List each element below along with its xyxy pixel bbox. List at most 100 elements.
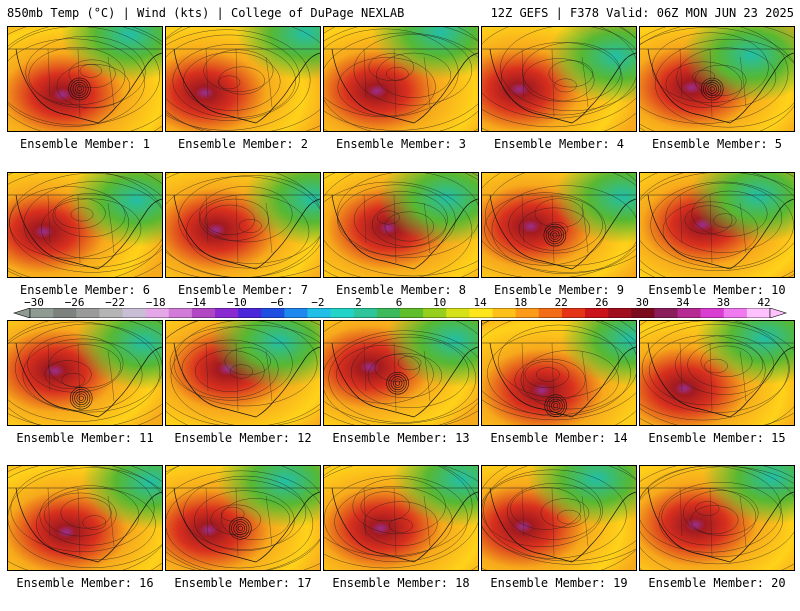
temperature-map bbox=[165, 26, 321, 132]
ensemble-member-label: Ensemble Member: 16 bbox=[16, 576, 154, 590]
ensemble-member-panel: Ensemble Member: 6 bbox=[7, 172, 163, 318]
colorbar-tick-label: 38 bbox=[716, 296, 731, 309]
colorbar-tick-label: 42 bbox=[757, 296, 771, 309]
colorbar-tick-label: −2 bbox=[311, 296, 325, 309]
ensemble-member-label: Ensemble Member: 3 bbox=[335, 137, 467, 151]
temperature-map bbox=[639, 320, 795, 426]
chart-title: 850mb Temp (°C) | Wind (kts) | College o… bbox=[7, 6, 405, 20]
colorbar-segment bbox=[400, 308, 424, 318]
colorbar-max-arrow bbox=[769, 308, 788, 318]
colorbar-segment bbox=[353, 308, 378, 318]
ensemble-member-panel: Ensemble Member: 20 bbox=[639, 465, 795, 611]
ensemble-member-label: Ensemble Member: 20 bbox=[648, 576, 786, 590]
colorbar-tick-label: 14 bbox=[473, 296, 487, 309]
temperature-map bbox=[323, 172, 479, 278]
ensemble-member-label: Ensemble Member: 8 bbox=[335, 283, 467, 297]
ensemble-member-panel: Ensemble Member: 10 bbox=[639, 172, 795, 318]
temperature-map bbox=[323, 465, 479, 571]
colorbar-tick-label: 18 bbox=[514, 296, 528, 309]
temperature-map bbox=[481, 465, 637, 571]
ensemble-member-label: Ensemble Member: 1 bbox=[19, 137, 151, 151]
colorbar-tick-label: −6 bbox=[270, 296, 284, 309]
colorbar-segment bbox=[376, 308, 401, 318]
temperature-map bbox=[639, 26, 795, 132]
temperature-map bbox=[7, 465, 163, 571]
colorbar-tick-label: −30 bbox=[24, 296, 44, 309]
temperature-map bbox=[165, 172, 321, 278]
temperature-colorbar: −30 −26 −22 −18 −14 −10 −6 −2 2 6 10 14 18 22 26 30 34 38… bbox=[0, 296, 800, 320]
temperature-map bbox=[481, 26, 637, 132]
ensemble-member-label: Ensemble Member: 6 bbox=[19, 283, 151, 297]
colorbar-tick-label: −22 bbox=[105, 296, 126, 309]
ensemble-member-panel: Ensemble Member: 15 bbox=[639, 320, 795, 466]
ensemble-member-label: Ensemble Member: 14 bbox=[490, 431, 628, 445]
colorbar-segment bbox=[122, 308, 146, 318]
ensemble-member-panel: Ensemble Member: 16 bbox=[7, 465, 163, 611]
ensemble-member-panel: Ensemble Member: 17 bbox=[165, 465, 321, 611]
temperature-map bbox=[481, 172, 637, 278]
colorbar-segment bbox=[723, 308, 748, 318]
colorbar-segment bbox=[261, 308, 285, 318]
colorbar-segment bbox=[53, 308, 77, 318]
temperature-map bbox=[323, 26, 479, 132]
colorbar-segment bbox=[585, 308, 609, 318]
colorbar-segment bbox=[746, 308, 771, 318]
ensemble-member-panel: Ensemble Member: 1 bbox=[7, 26, 163, 172]
colorbar-segment bbox=[330, 308, 355, 318]
colorbar-tick-label: −10 bbox=[226, 296, 247, 309]
temperature-map bbox=[323, 320, 479, 426]
colorbar-min-arrow bbox=[12, 308, 31, 318]
colorbar-segment bbox=[515, 308, 540, 318]
colorbar-tick-label: 30 bbox=[635, 296, 649, 309]
colorbar-segment bbox=[76, 308, 100, 318]
ensemble-member-panel: Ensemble Member: 14 bbox=[481, 320, 637, 466]
ensemble-member-label: Ensemble Member: 15 bbox=[648, 431, 786, 445]
ensemble-member-panel: Ensemble Member: 18 bbox=[323, 465, 479, 611]
colorbar-segment bbox=[423, 308, 447, 318]
ensemble-member-panel: Ensemble Member: 2 bbox=[165, 26, 321, 172]
ensemble-member-label: Ensemble Member: 2 bbox=[177, 137, 309, 151]
temperature-map bbox=[639, 172, 795, 278]
colorbar-segment bbox=[215, 308, 239, 318]
colorbar-segment bbox=[99, 308, 123, 318]
ensemble-member-label: Ensemble Member: 10 bbox=[648, 283, 786, 297]
ensemble-member-panel: Ensemble Member: 3 bbox=[323, 26, 479, 172]
colorbar-segment bbox=[677, 308, 701, 318]
ensemble-member-panel: Ensemble Member: 19 bbox=[481, 465, 637, 611]
ensemble-member-panel: Ensemble Member: 12 bbox=[165, 320, 321, 466]
colorbar-tick-label: −14 bbox=[186, 296, 207, 309]
ensemble-member-panel: Ensemble Member: 4 bbox=[481, 26, 637, 172]
ensemble-member-panel: Ensemble Member: 5 bbox=[639, 26, 795, 172]
temperature-map bbox=[7, 320, 163, 426]
ensemble-member-panel: Ensemble Member: 9 bbox=[481, 172, 637, 318]
model-run-info: 12Z GEFS | F378 Valid: 06Z MON JUN 23 20… bbox=[490, 6, 794, 20]
temperature-map bbox=[165, 465, 321, 571]
colorbar-segment bbox=[168, 308, 193, 318]
colorbar-segment bbox=[561, 308, 586, 318]
temperature-map bbox=[165, 320, 321, 426]
colorbar-tick-label: 6 bbox=[395, 296, 403, 309]
colorbar-segment bbox=[700, 308, 725, 318]
ensemble-member-panel: Ensemble Member: 11 bbox=[7, 320, 163, 466]
ensemble-member-label: Ensemble Member: 13 bbox=[332, 431, 470, 445]
ensemble-member-label: Ensemble Member: 18 bbox=[332, 576, 470, 590]
colorbar-tick-label: −18 bbox=[145, 296, 166, 309]
colorbar-segment bbox=[631, 308, 655, 318]
temperature-map bbox=[481, 320, 637, 426]
temperature-map bbox=[7, 172, 163, 278]
colorbar-tick-label: 10 bbox=[432, 296, 447, 309]
colorbar-segment bbox=[446, 308, 470, 318]
colorbar-segment bbox=[145, 308, 170, 318]
colorbar-segment bbox=[492, 308, 516, 318]
colorbar-segment bbox=[608, 308, 632, 318]
colorbar-tick-label: 26 bbox=[595, 296, 609, 309]
ensemble-member-label: Ensemble Member: 7 bbox=[177, 283, 309, 297]
ensemble-member-panel: Ensemble Member: 7 bbox=[165, 172, 321, 318]
ensemble-member-label: Ensemble Member: 9 bbox=[493, 283, 625, 297]
colorbar-tick-label: 22 bbox=[554, 296, 568, 309]
colorbar-tick-label: 2 bbox=[355, 296, 362, 309]
ensemble-member-panel: Ensemble Member: 8 bbox=[323, 172, 479, 318]
ensemble-member-label: Ensemble Member: 11 bbox=[16, 431, 154, 445]
ensemble-member-label: Ensemble Member: 17 bbox=[174, 576, 312, 590]
